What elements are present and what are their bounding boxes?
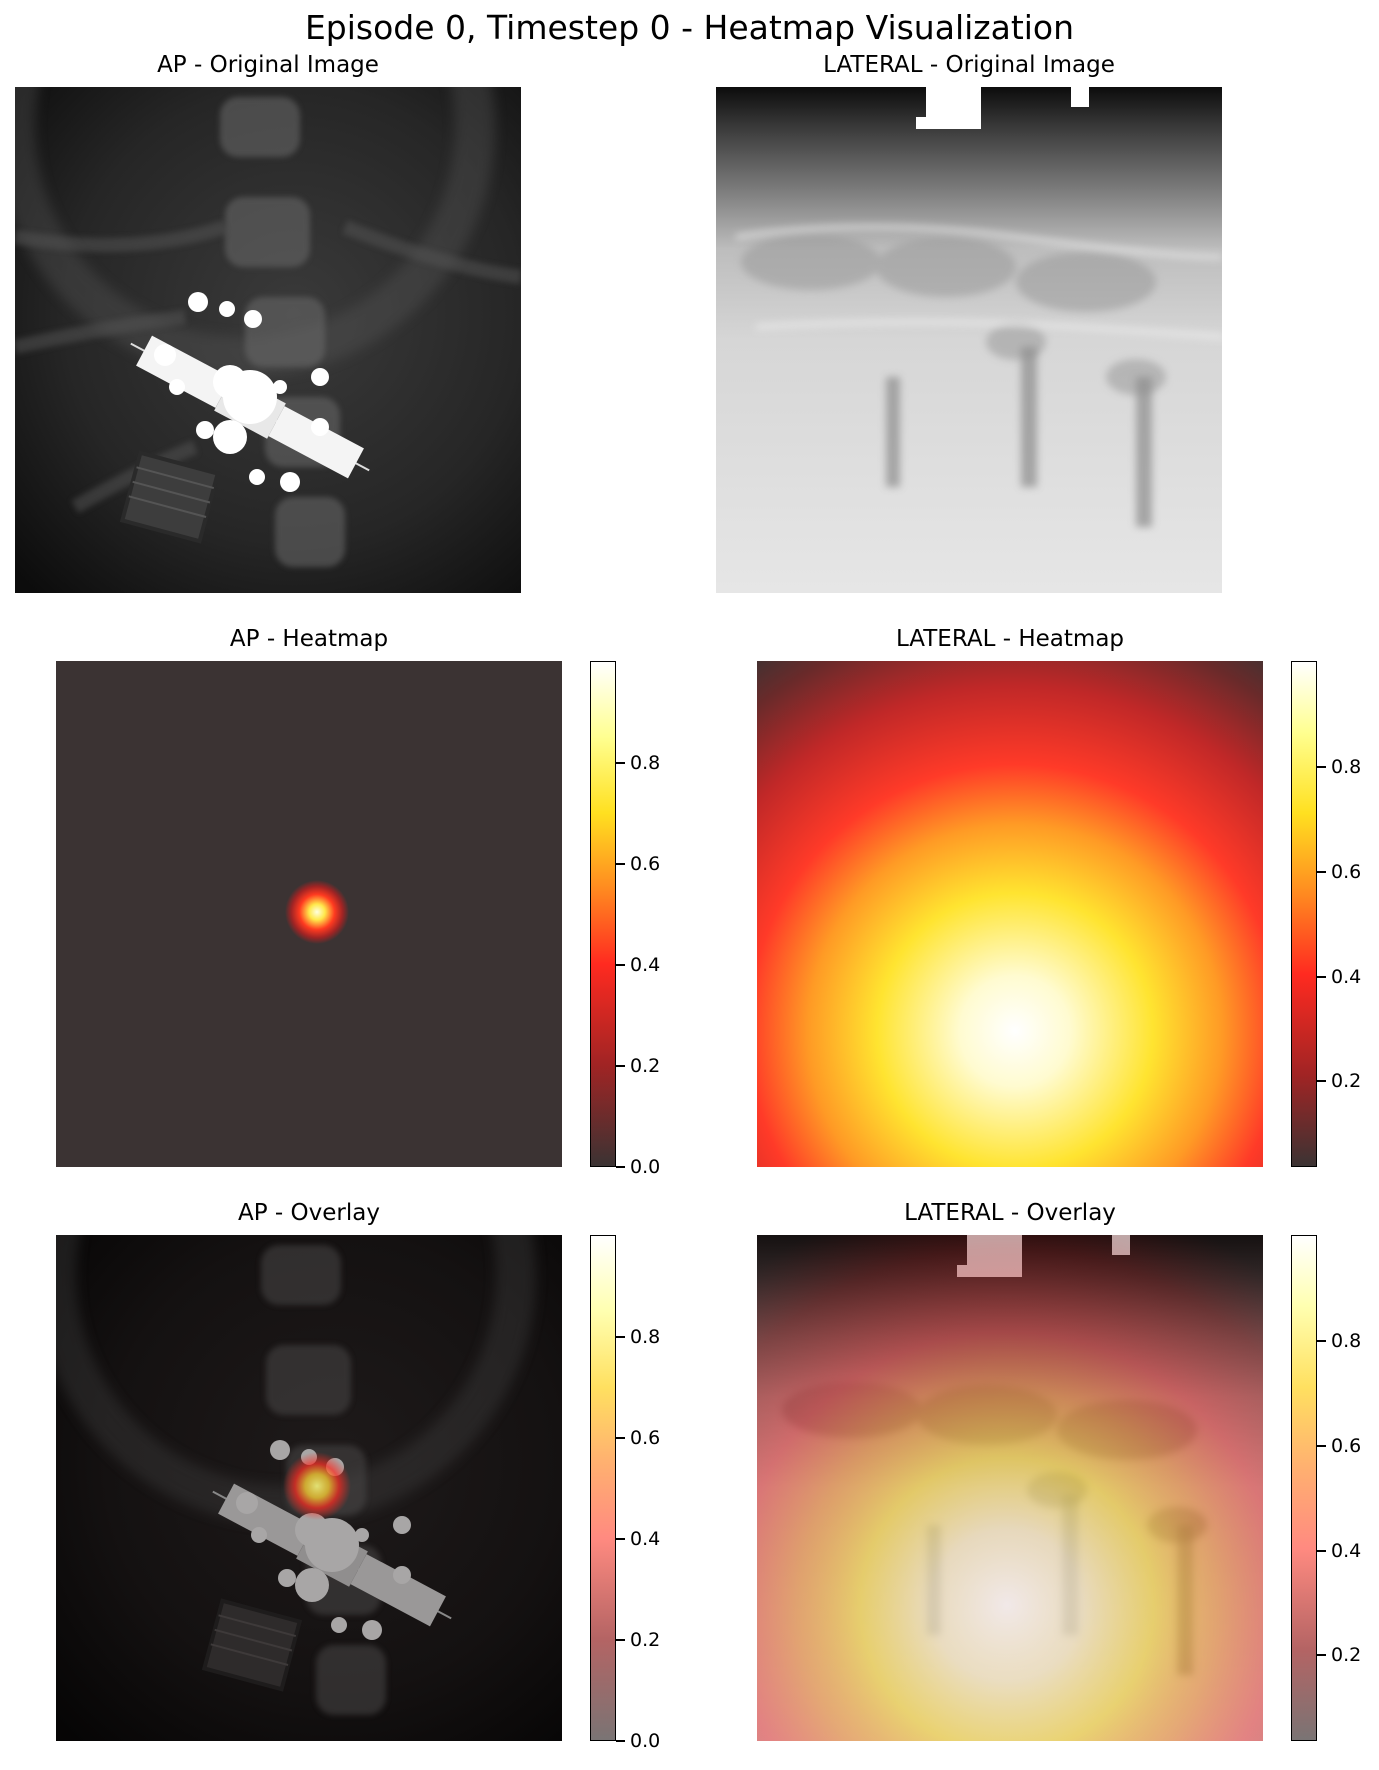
lateral-heatmap-tick: 0.8 (1331, 756, 1362, 778)
colorbar-tick-mark (616, 1740, 625, 1742)
colorbar-tick-mark (1317, 1550, 1326, 1552)
ap-overlay-tick: 0.8 (630, 1326, 661, 1348)
colorbar-tick-mark (1317, 1445, 1326, 1447)
colorbar-tick-mark (616, 964, 625, 966)
ap-heatmap-title: AP - Heatmap (229, 626, 389, 652)
colorbar-tick-mark (616, 1336, 625, 1338)
lateral-overlay-tick: 0.4 (1331, 1540, 1362, 1562)
ap-heatmap-tick: 0.0 (630, 1156, 661, 1178)
colorbar-tick-mark (616, 863, 625, 865)
colorbar-tick-mark (616, 1437, 625, 1439)
colorbar-tick-mark (616, 762, 625, 764)
ap-overlay-tick: 0.4 (630, 1528, 661, 1550)
colorbar-tick-mark (1317, 1654, 1326, 1656)
lateral-original-image (716, 87, 1222, 593)
colorbar-tick-mark (616, 1538, 625, 1540)
colorbar-tick-mark (1317, 766, 1326, 768)
colorbar-tick-mark (616, 1065, 625, 1067)
ap-original-image (15, 87, 521, 593)
lateral-heatmap-tick: 0.6 (1331, 861, 1362, 883)
lateral-heatmap-tick: 0.2 (1331, 1070, 1362, 1092)
lateral-heatmap-image (757, 661, 1263, 1167)
ap-heatmap-tick: 0.2 (630, 1055, 661, 1077)
lateral-overlay-tick: 0.2 (1331, 1644, 1362, 1666)
ap-overlay-tick: 0.0 (630, 1730, 661, 1752)
ap-overlay-title: AP - Overlay (238, 1200, 380, 1226)
ap-overlay-colorbar (590, 1235, 616, 1741)
colorbar-tick-mark (616, 1639, 625, 1641)
lateral-overlay-tick: 0.8 (1331, 1330, 1362, 1352)
lateral-heatmap-tick: 0.4 (1331, 966, 1362, 988)
colorbar-tick-mark (1317, 871, 1326, 873)
ap-heatmap-colorbar (590, 661, 616, 1167)
lateral-overlay-image (757, 1235, 1263, 1741)
figure-title: Episode 0, Timestep 0 - Heatmap Visualiz… (304, 8, 1075, 47)
colorbar-tick-mark (1317, 1340, 1326, 1342)
ap-heatmap-tick: 0.4 (630, 954, 661, 976)
colorbar-tick-mark (1317, 1080, 1326, 1082)
ap-overlay-tick: 0.2 (630, 1629, 661, 1651)
ap-heatmap-tick: 0.6 (630, 853, 661, 875)
lateral-heatmap-title: LATERAL - Heatmap (895, 626, 1125, 652)
colorbar-tick-mark (616, 1166, 625, 1168)
lateral-heatmap-colorbar (1291, 661, 1317, 1167)
lateral-overlay-colorbar (1291, 1235, 1317, 1741)
ap-heatmap-tick: 0.8 (630, 752, 661, 774)
ap-overlay-image (56, 1235, 562, 1741)
lateral-overlay-tick: 0.6 (1331, 1435, 1362, 1457)
lateral-overlay-title: LATERAL - Overlay (904, 1200, 1116, 1226)
lateral-original-title: LATERAL - Original Image (823, 52, 1115, 78)
ap-overlay-tick: 0.6 (630, 1427, 661, 1449)
colorbar-tick-mark (1317, 976, 1326, 978)
ap-original-title: AP - Original Image (157, 52, 379, 78)
ap-heatmap-image (56, 661, 562, 1167)
